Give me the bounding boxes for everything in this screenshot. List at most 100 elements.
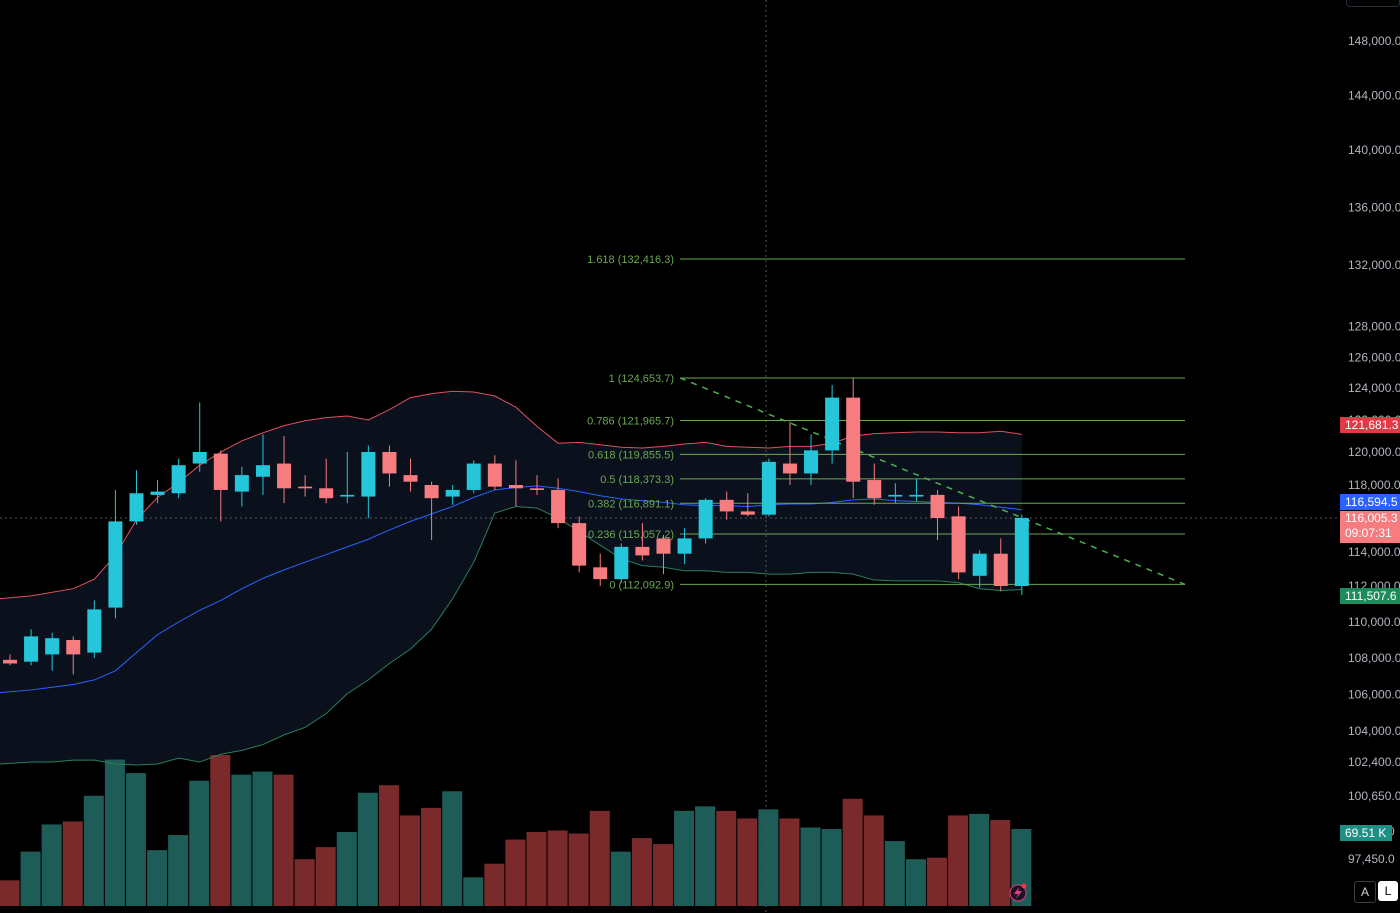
candle-body bbox=[87, 609, 102, 653]
candle-body bbox=[677, 538, 692, 554]
toolbar-handle[interactable] bbox=[1346, 0, 1400, 7]
volume-bar bbox=[505, 839, 526, 906]
candle-body bbox=[424, 485, 439, 499]
volume-tag: 69.51 K bbox=[1340, 825, 1392, 841]
candle-body bbox=[255, 465, 270, 477]
bb-lower-price-tag: 111,507.6 bbox=[1340, 588, 1400, 604]
price-axis-tick: 148,000.0 bbox=[1348, 34, 1400, 48]
candle-body bbox=[635, 546, 650, 556]
volume-bar bbox=[273, 774, 294, 906]
volume-bar bbox=[104, 759, 125, 906]
candle-body bbox=[129, 493, 144, 522]
candle-body bbox=[698, 499, 713, 539]
candle-body bbox=[888, 494, 903, 497]
candle-body bbox=[382, 452, 397, 474]
volume-bar bbox=[0, 880, 20, 906]
volume-bar bbox=[442, 791, 463, 906]
price-axis-tick: 102,400.0 bbox=[1348, 755, 1400, 769]
log-scale-button[interactable]: L bbox=[1378, 881, 1398, 901]
candle-body bbox=[846, 397, 861, 482]
candle-body bbox=[530, 488, 544, 490]
candle-body bbox=[298, 486, 313, 489]
volume-bar bbox=[210, 755, 231, 906]
volume-bar bbox=[83, 795, 104, 906]
volume-bar bbox=[927, 857, 948, 906]
candle-body bbox=[171, 465, 186, 494]
volume-bar bbox=[821, 828, 842, 906]
candle-body bbox=[572, 523, 587, 566]
fib-level-label: 1 (124,653.7) bbox=[609, 373, 674, 385]
candle-body bbox=[614, 546, 629, 580]
volume-bars bbox=[0, 755, 1032, 906]
candle-body bbox=[909, 494, 924, 497]
volume-bar bbox=[884, 841, 905, 906]
price-axis-tick: 118,000.0 bbox=[1348, 478, 1400, 492]
price-axis-tick: 114,000.0 bbox=[1348, 545, 1400, 559]
volume-bar bbox=[905, 859, 926, 906]
candle-body bbox=[951, 516, 966, 573]
volume-bar bbox=[484, 863, 505, 906]
price-axis-tick: 124,000.0 bbox=[1348, 381, 1400, 395]
volume-bar bbox=[189, 780, 210, 906]
candle-body bbox=[150, 491, 165, 495]
candle-body bbox=[192, 452, 207, 464]
candle-body bbox=[761, 461, 776, 515]
candle-body bbox=[361, 452, 376, 497]
candle-body bbox=[487, 463, 502, 487]
volume-bar bbox=[147, 850, 168, 906]
price-axis-tick: 128,000.0 bbox=[1348, 320, 1400, 334]
volume-bar bbox=[716, 810, 737, 906]
candle-body bbox=[213, 453, 228, 490]
volume-bar bbox=[547, 830, 568, 906]
candlesticks bbox=[3, 378, 1029, 675]
candle-body bbox=[804, 450, 819, 474]
volume-bar bbox=[463, 877, 484, 906]
volume-bar bbox=[20, 851, 41, 906]
volume-bar bbox=[758, 809, 779, 906]
candle-body bbox=[593, 567, 608, 580]
candle-body bbox=[403, 475, 418, 482]
volume-bar bbox=[378, 785, 399, 906]
volume-bar bbox=[652, 844, 673, 906]
candle-body bbox=[867, 480, 882, 499]
candle-body bbox=[277, 463, 292, 489]
candle-body bbox=[340, 494, 355, 497]
price-axis[interactable]: 148,000.0 144,000.0 140,000.0 136,000.0 132,… bbox=[1009, 34, 1400, 902]
fib-level-label: 1.618 (132,416.3) bbox=[587, 254, 674, 266]
candle-body bbox=[66, 640, 81, 655]
fib-level-label: 0.5 (118,373.3) bbox=[600, 474, 674, 486]
volume-bar bbox=[526, 832, 547, 906]
volume-bar bbox=[779, 818, 800, 906]
volume-bar bbox=[568, 833, 589, 906]
volume-bar bbox=[315, 847, 336, 906]
price-axis-tick: 120,000.0 bbox=[1348, 445, 1400, 459]
candle-body bbox=[466, 463, 481, 490]
candle-body bbox=[993, 553, 1008, 586]
volume-bar bbox=[631, 838, 652, 906]
volume-bar bbox=[674, 810, 695, 906]
price-axis-tick: 106,000.0 bbox=[1348, 688, 1400, 702]
bb-middle-price-tag: 116,594.5 bbox=[1340, 494, 1400, 510]
fibonacci-retracement[interactable]: 1.618 (132,416.3) 1 (124,653.7) 0.786 (121… bbox=[587, 254, 1186, 591]
candle-body bbox=[719, 499, 734, 512]
candle-body bbox=[1014, 518, 1029, 586]
candle-body bbox=[930, 494, 945, 518]
alert-dot bbox=[1021, 883, 1027, 889]
volume-bar bbox=[800, 827, 821, 906]
volume-bar bbox=[294, 859, 315, 906]
volume-bar bbox=[421, 807, 442, 906]
candle-body bbox=[656, 538, 671, 554]
volume-bar bbox=[336, 832, 357, 906]
fib-level-label: 0.786 (121,965.7) bbox=[587, 416, 674, 428]
candle-body bbox=[234, 475, 249, 492]
volume-bar bbox=[231, 774, 252, 906]
auto-scale-button[interactable]: A bbox=[1354, 881, 1376, 903]
candle-body bbox=[782, 463, 797, 474]
volume-bar bbox=[610, 851, 631, 906]
volume-bar bbox=[357, 792, 378, 906]
price-axis-tick: 126,000.0 bbox=[1348, 350, 1400, 364]
volume-bar bbox=[125, 773, 146, 906]
price-axis-tick: 144,000.0 bbox=[1348, 89, 1400, 103]
price-axis-tick: 140,000.0 bbox=[1348, 143, 1400, 157]
